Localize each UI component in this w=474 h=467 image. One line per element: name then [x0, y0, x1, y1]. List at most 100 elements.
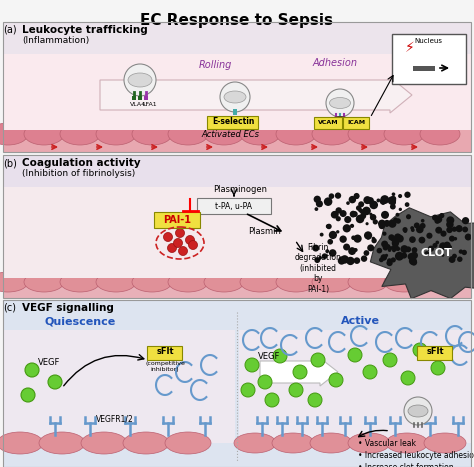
Ellipse shape — [310, 433, 352, 453]
Ellipse shape — [81, 432, 127, 454]
Circle shape — [319, 204, 322, 207]
Circle shape — [241, 383, 255, 397]
Circle shape — [124, 64, 156, 96]
Circle shape — [339, 235, 347, 243]
Text: • Vascular leak: • Vascular leak — [358, 439, 416, 448]
Text: E-selectin: E-selectin — [212, 118, 254, 127]
Circle shape — [293, 365, 307, 379]
Circle shape — [381, 254, 387, 261]
Text: VEGFR1/2: VEGFR1/2 — [96, 415, 134, 424]
Circle shape — [354, 234, 362, 243]
Bar — [239, 330, 471, 443]
Circle shape — [258, 375, 272, 389]
FancyBboxPatch shape — [154, 212, 200, 228]
Circle shape — [409, 257, 417, 265]
Circle shape — [175, 228, 184, 238]
Circle shape — [432, 214, 438, 220]
Circle shape — [367, 197, 374, 204]
Ellipse shape — [168, 123, 208, 145]
Circle shape — [319, 256, 322, 260]
Circle shape — [340, 255, 349, 264]
Circle shape — [289, 383, 303, 397]
Ellipse shape — [276, 123, 316, 145]
Circle shape — [410, 252, 418, 259]
FancyBboxPatch shape — [208, 115, 258, 128]
Circle shape — [21, 388, 35, 402]
Circle shape — [381, 241, 388, 248]
Ellipse shape — [408, 405, 428, 417]
Bar — [138, 96, 142, 100]
Circle shape — [381, 225, 384, 228]
Circle shape — [420, 223, 426, 229]
Circle shape — [379, 257, 383, 262]
Circle shape — [411, 247, 418, 253]
Bar — [3, 54, 471, 130]
Circle shape — [389, 246, 393, 250]
Circle shape — [273, 349, 287, 363]
Circle shape — [220, 82, 250, 112]
Circle shape — [364, 250, 369, 256]
Circle shape — [344, 216, 351, 223]
Circle shape — [436, 241, 439, 244]
Circle shape — [352, 211, 358, 217]
Circle shape — [439, 242, 447, 250]
Bar — [3, 93, 471, 152]
Text: LFA1: LFA1 — [142, 102, 156, 107]
Circle shape — [409, 236, 416, 243]
Circle shape — [392, 242, 396, 246]
Circle shape — [383, 220, 390, 226]
Text: Plasminogen: Plasminogen — [213, 185, 267, 194]
Circle shape — [394, 234, 401, 241]
Text: (a): (a) — [3, 25, 17, 35]
Ellipse shape — [60, 272, 100, 292]
Circle shape — [416, 226, 424, 234]
Circle shape — [354, 194, 359, 199]
Ellipse shape — [384, 272, 424, 292]
Text: • Increase clot formation: • Increase clot formation — [358, 463, 454, 467]
Circle shape — [435, 226, 442, 234]
Circle shape — [346, 201, 350, 205]
Circle shape — [396, 235, 404, 242]
Ellipse shape — [24, 123, 64, 145]
Circle shape — [428, 246, 434, 252]
Circle shape — [343, 224, 351, 233]
FancyArrow shape — [100, 77, 412, 113]
Circle shape — [454, 237, 457, 241]
Circle shape — [331, 211, 338, 219]
Circle shape — [395, 252, 404, 261]
Circle shape — [370, 201, 378, 209]
Circle shape — [402, 227, 408, 232]
Ellipse shape — [240, 272, 280, 292]
Text: sFlt: sFlt — [156, 347, 174, 356]
Circle shape — [344, 257, 349, 262]
Circle shape — [398, 194, 402, 198]
Circle shape — [383, 232, 386, 236]
Circle shape — [396, 247, 400, 251]
Circle shape — [426, 233, 432, 239]
Circle shape — [391, 237, 396, 242]
Circle shape — [396, 254, 400, 258]
Circle shape — [401, 371, 415, 385]
Bar — [3, 330, 235, 443]
Text: t-PA, u-PA: t-PA, u-PA — [216, 201, 253, 211]
Text: • Increased leukocyte adhesion: • Increased leukocyte adhesion — [358, 451, 474, 460]
Circle shape — [336, 230, 339, 234]
Circle shape — [351, 235, 356, 240]
Circle shape — [245, 358, 259, 372]
Circle shape — [452, 254, 457, 259]
Circle shape — [311, 353, 325, 367]
Circle shape — [336, 216, 341, 221]
Circle shape — [449, 236, 455, 241]
Circle shape — [328, 193, 334, 199]
Circle shape — [393, 218, 398, 221]
Bar — [144, 96, 148, 100]
Circle shape — [447, 216, 454, 224]
Circle shape — [380, 198, 386, 205]
Circle shape — [388, 248, 392, 252]
Circle shape — [391, 257, 396, 262]
Bar — [3, 22, 471, 152]
Circle shape — [350, 224, 354, 228]
Circle shape — [356, 215, 365, 223]
Circle shape — [373, 219, 378, 225]
Circle shape — [388, 196, 396, 205]
